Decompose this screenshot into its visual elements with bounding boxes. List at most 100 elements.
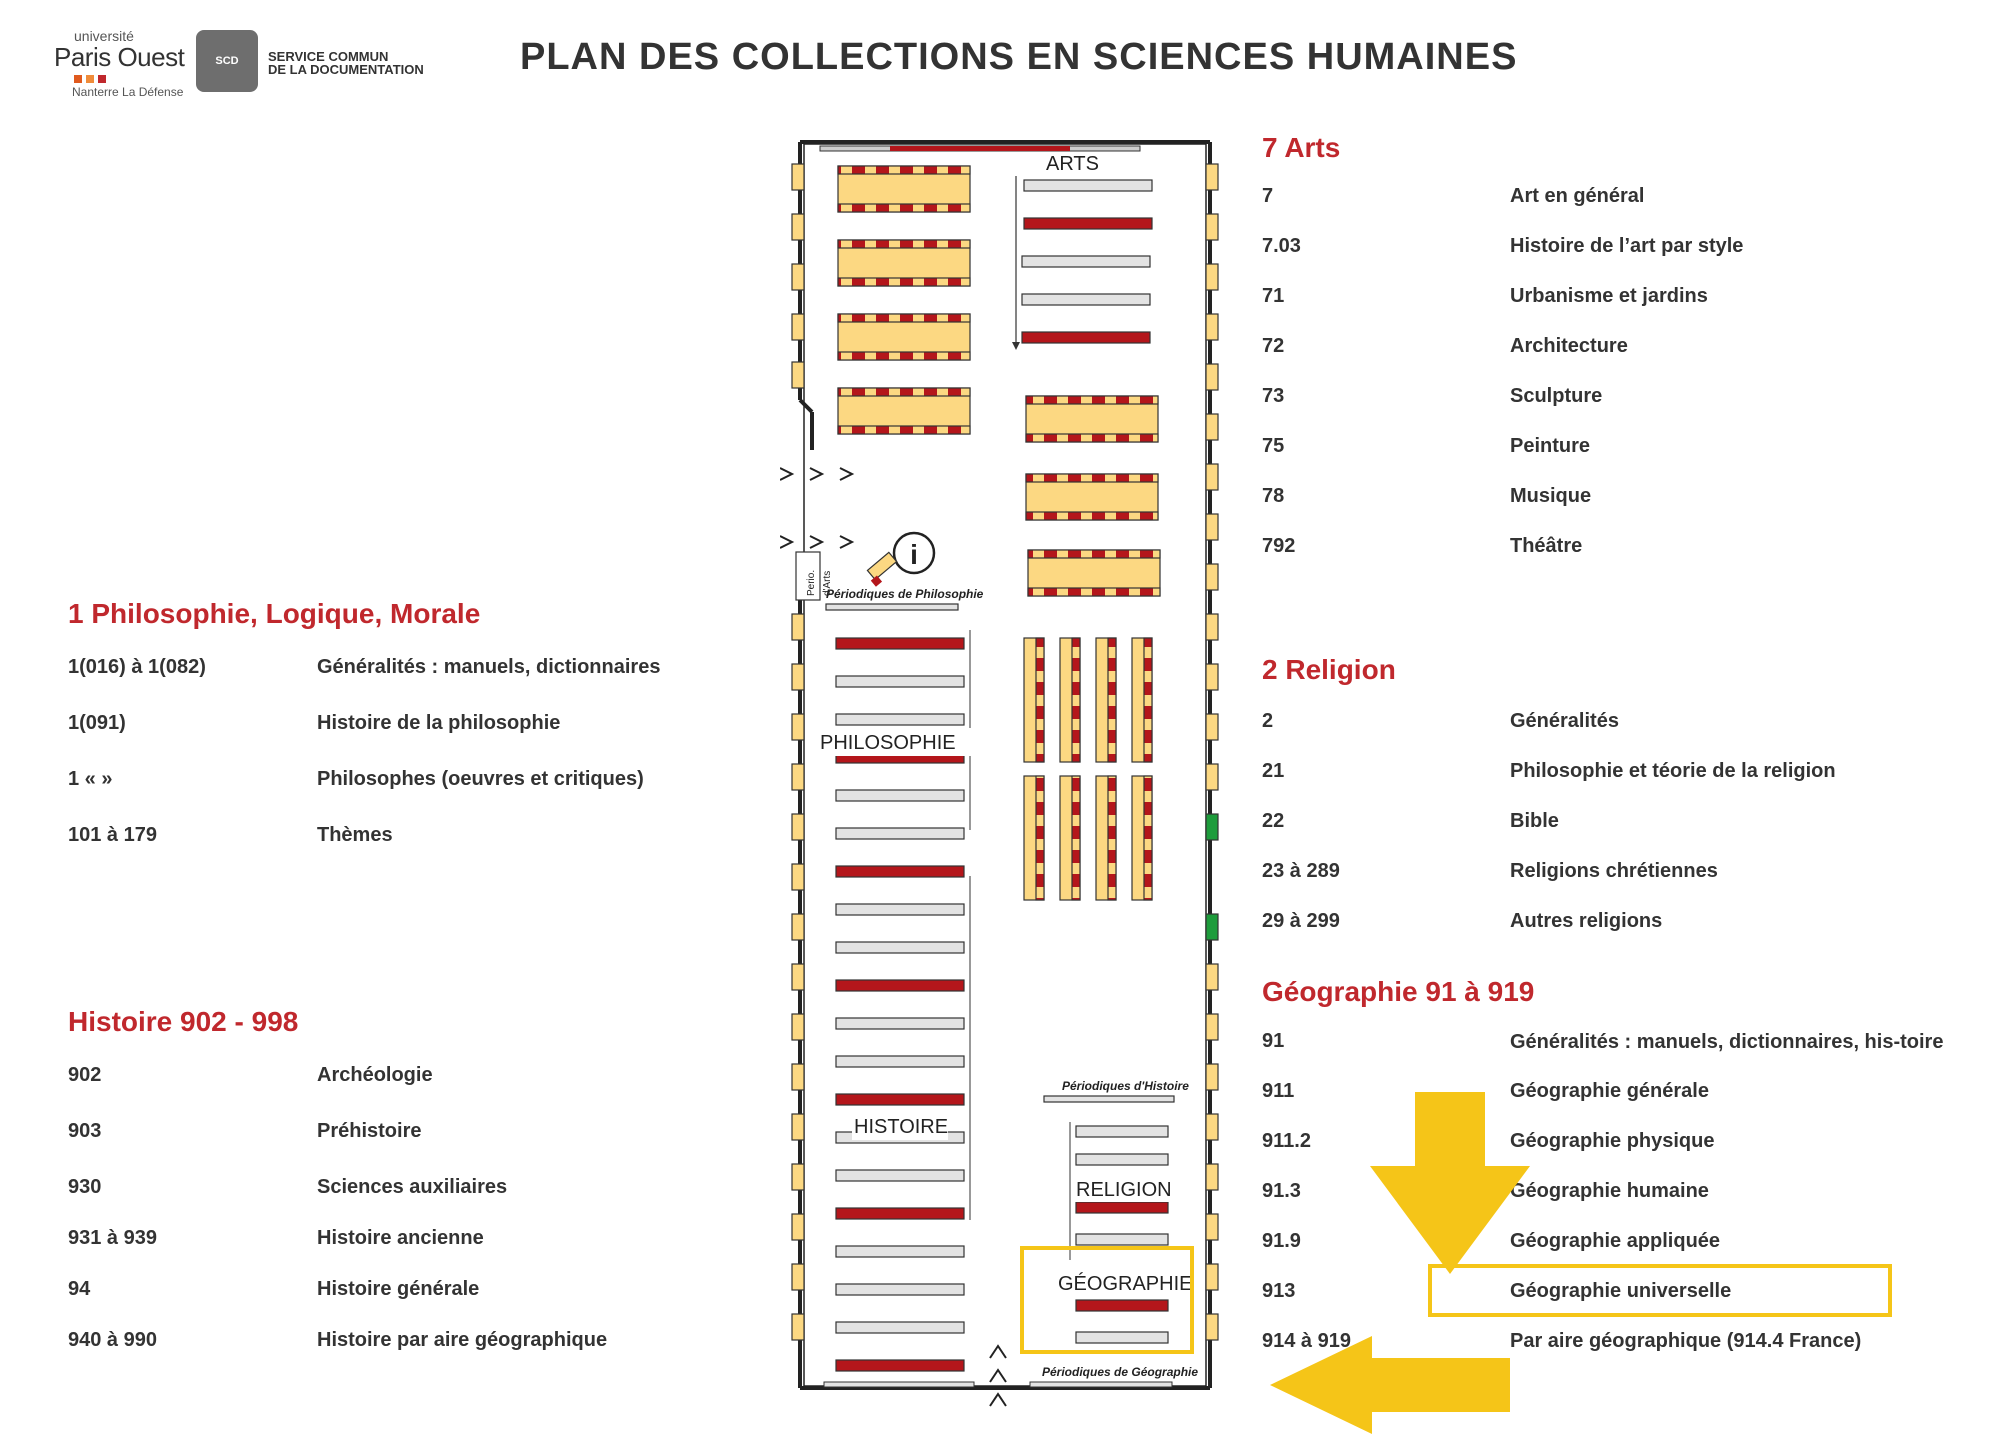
row-code: 91 [1262, 1030, 1285, 1052]
section-heading-arts: 7 Arts [1262, 132, 1341, 163]
row-code: 1(016) à 1(082) [68, 656, 206, 678]
row-code: 913 [1262, 1280, 1296, 1302]
map-label-perio-arts-2: d'Arts [822, 571, 833, 596]
scd-line2: DE LA DOCUMENTATION [268, 62, 424, 77]
row-label: Préhistoire [317, 1120, 422, 1142]
row-label: Philosophie et téorie de la religion [1510, 760, 1836, 782]
row-label: Géographie générale [1510, 1080, 1709, 1102]
row-code: 91.9 [1262, 1230, 1301, 1252]
row-code: 2 [1262, 710, 1274, 732]
bottom-entrance-arrows-icon [989, 1344, 1007, 1407]
row-label: Théâtre [1510, 535, 1583, 557]
map-label-philosophie: PHILOSOPHIE [820, 732, 956, 754]
down-arrow-icon [1370, 1092, 1530, 1274]
row-code: 91.3 [1262, 1180, 1301, 1202]
section-heading-religion: 2 Religion [1262, 654, 1396, 685]
reading-tables [837, 165, 1161, 597]
row-label: Géographie humaine [1510, 1180, 1709, 1202]
section-heading-philosophie: 1 Philosophie, Logique, Morale [68, 598, 481, 629]
row-code: 21 [1262, 760, 1285, 782]
row-label: Urbanisme et jardins [1510, 285, 1708, 307]
row-code: 78 [1262, 485, 1285, 507]
row-label: Autres religions [1510, 910, 1663, 932]
row-code: 911 [1262, 1080, 1295, 1102]
logo-line1: université [74, 28, 134, 44]
scd-line1: SERVICE COMMUN [268, 49, 389, 64]
scd-text: SERVICE COMMUN DE LA DOCUMENTATION [268, 50, 424, 76]
section-heading-histoire: Histoire 902 - 998 [68, 1006, 299, 1037]
row-label: Par aire géographique (914.4 France) [1510, 1330, 1862, 1352]
row-label: Généralités : manuels, dictionnaires, hi… [1510, 1031, 1944, 1053]
row-code: 101 à 179 [68, 824, 157, 846]
row-code: 7.03 [1262, 235, 1301, 257]
row-label: Histoire ancienne [317, 1227, 484, 1249]
row-label: Musique [1510, 485, 1592, 507]
section-heading-geographie: Géographie 91 à 919 [1262, 976, 1535, 1007]
wall-windows [791, 163, 1219, 1341]
logo-squares [74, 75, 184, 83]
row-label: Histoire de la philosophie [317, 712, 561, 734]
row-code: 911.2 [1262, 1130, 1311, 1152]
map-label-perio-arts-1: Perio. [806, 570, 817, 596]
row-label: Sculpture [1510, 385, 1603, 407]
vertical-tables [1023, 637, 1153, 901]
map-label-religion: RELIGION [1076, 1179, 1172, 1201]
row-label: Archéologie [317, 1064, 433, 1086]
map-label-arts: ARTS [1046, 153, 1099, 175]
row-code: 930 [68, 1176, 102, 1198]
map-label-perio-geo: Périodiques de Géographie [1042, 1365, 1198, 1379]
row-label: Généralités : manuels, dictionnaires [317, 656, 661, 678]
row-label: Généralités [1510, 710, 1619, 732]
row-code: 914 à 919 [1262, 1330, 1351, 1352]
desk-icon [866, 551, 898, 587]
entrance-arrows-icon [780, 467, 855, 549]
row-label: Bible [1510, 810, 1559, 832]
row-code: 72 [1262, 335, 1285, 357]
row-code: 1(091) [68, 712, 126, 734]
row-label: Géographie appliquée [1510, 1230, 1721, 1252]
arts-shelves [1021, 179, 1153, 344]
row-code: 73 [1262, 385, 1285, 407]
row-label: Histoire de l’art par style [1510, 235, 1744, 257]
left-shelves [835, 637, 965, 1372]
row-label: Histoire par aire géographique [317, 1329, 608, 1351]
row-label: Géographie physique [1510, 1130, 1715, 1152]
row-code: 902 [68, 1064, 102, 1086]
row-label: Histoire générale [317, 1278, 480, 1300]
row-label: Philosophes (oeuvres et critiques) [317, 768, 644, 790]
row-code: 23 à 289 [1262, 860, 1340, 882]
row-code: 71 [1262, 285, 1285, 307]
row-code: 22 [1262, 810, 1285, 832]
row-label: Sciences auxiliaires [317, 1176, 508, 1198]
religion-shelves [1075, 1125, 1169, 1344]
row-code: 792 [1262, 535, 1296, 557]
row-code: 75 [1262, 435, 1285, 457]
map-label-geographie: GÉOGRAPHIE [1058, 1272, 1192, 1295]
row-code: 7 [1262, 185, 1274, 207]
svg-text:i: i [910, 539, 918, 570]
row-label: Thèmes [317, 824, 393, 846]
floor-plan-map: ARTS Perio. d'Arts i Périodiques de Phil… [780, 140, 1219, 1407]
row-label: Géographie universelle [1510, 1280, 1732, 1302]
logo-line2: Paris Ouest [54, 42, 185, 72]
logo-line3: Nanterre La Défense [72, 85, 184, 99]
page-title: PLAN DES COLLECTIONS EN SCIENCES HUMAINE… [520, 36, 1518, 78]
university-logo: université Paris Ouest Nanterre La Défen… [54, 28, 185, 99]
info-desk-icon: i [892, 531, 936, 575]
row-code: 903 [68, 1120, 102, 1142]
row-label: Architecture [1510, 335, 1628, 357]
row-code: 1 « » [68, 768, 113, 790]
row-code: 94 [68, 1278, 91, 1300]
map-label-perio-histoire: Périodiques d'Histoire [1062, 1079, 1189, 1093]
map-label-histoire: HISTOIRE [854, 1116, 948, 1138]
map-label-perio-philo: Périodiques de Philosophie [826, 587, 984, 601]
row-label: Art en général [1510, 185, 1645, 207]
highlight-box-geographie-universelle [1428, 1264, 1892, 1317]
row-label: Religions chrétiennes [1510, 860, 1718, 882]
row-code: 940 à 990 [68, 1329, 157, 1351]
row-code: 29 à 299 [1262, 910, 1340, 932]
row-code: 931 à 939 [68, 1227, 157, 1249]
left-arrow-icon [1270, 1336, 1510, 1434]
scd-badge: SCD [196, 30, 258, 92]
row-label: Peinture [1510, 435, 1591, 457]
